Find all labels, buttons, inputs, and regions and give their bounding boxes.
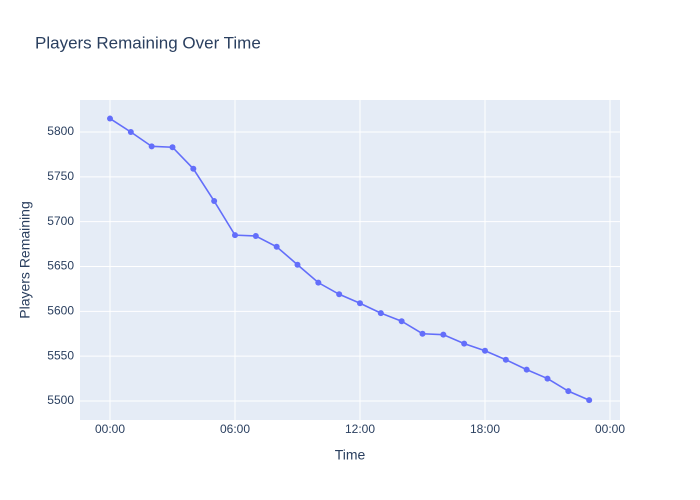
marker (440, 331, 447, 338)
x-tick-label: 12:00 (345, 422, 375, 436)
marker (169, 144, 176, 151)
y-tick-label: 5500 (47, 393, 74, 407)
marker (523, 366, 530, 373)
marker (252, 233, 259, 240)
x-tick-label: 18:00 (470, 422, 500, 436)
marker (377, 310, 384, 317)
y-tick-label: 5750 (47, 169, 74, 183)
marker (461, 340, 468, 347)
marker (482, 347, 488, 354)
y-axis-title: Players Remaining (17, 201, 33, 319)
marker (107, 115, 113, 122)
marker (544, 375, 551, 382)
marker (232, 232, 238, 239)
marker (148, 143, 155, 150)
marker (315, 279, 322, 286)
y-tick-label: 5650 (47, 259, 74, 273)
plot-area (80, 100, 620, 420)
marker (294, 261, 301, 268)
marker (273, 243, 280, 250)
x-axis-title: Time (335, 447, 366, 463)
marker (419, 330, 426, 337)
y-tick-label: 5600 (47, 304, 74, 318)
marker (127, 129, 134, 136)
marker (565, 388, 572, 395)
marker (398, 318, 405, 325)
marker (190, 165, 197, 172)
x-tick-label: 06:00 (220, 422, 250, 436)
y-tick-label: 5550 (47, 348, 74, 362)
marker (586, 397, 593, 404)
x-tick-label: 00:00 (95, 422, 125, 436)
y-tick-label: 5800 (47, 124, 74, 138)
marker (336, 291, 343, 298)
y-tick-label: 5700 (47, 214, 74, 228)
chart-title: Players Remaining Over Time (35, 33, 261, 52)
marker (357, 300, 363, 307)
marker (211, 198, 218, 205)
line (109, 117, 590, 401)
marker (502, 356, 509, 363)
x-tick-label: 00:00 (595, 422, 625, 436)
